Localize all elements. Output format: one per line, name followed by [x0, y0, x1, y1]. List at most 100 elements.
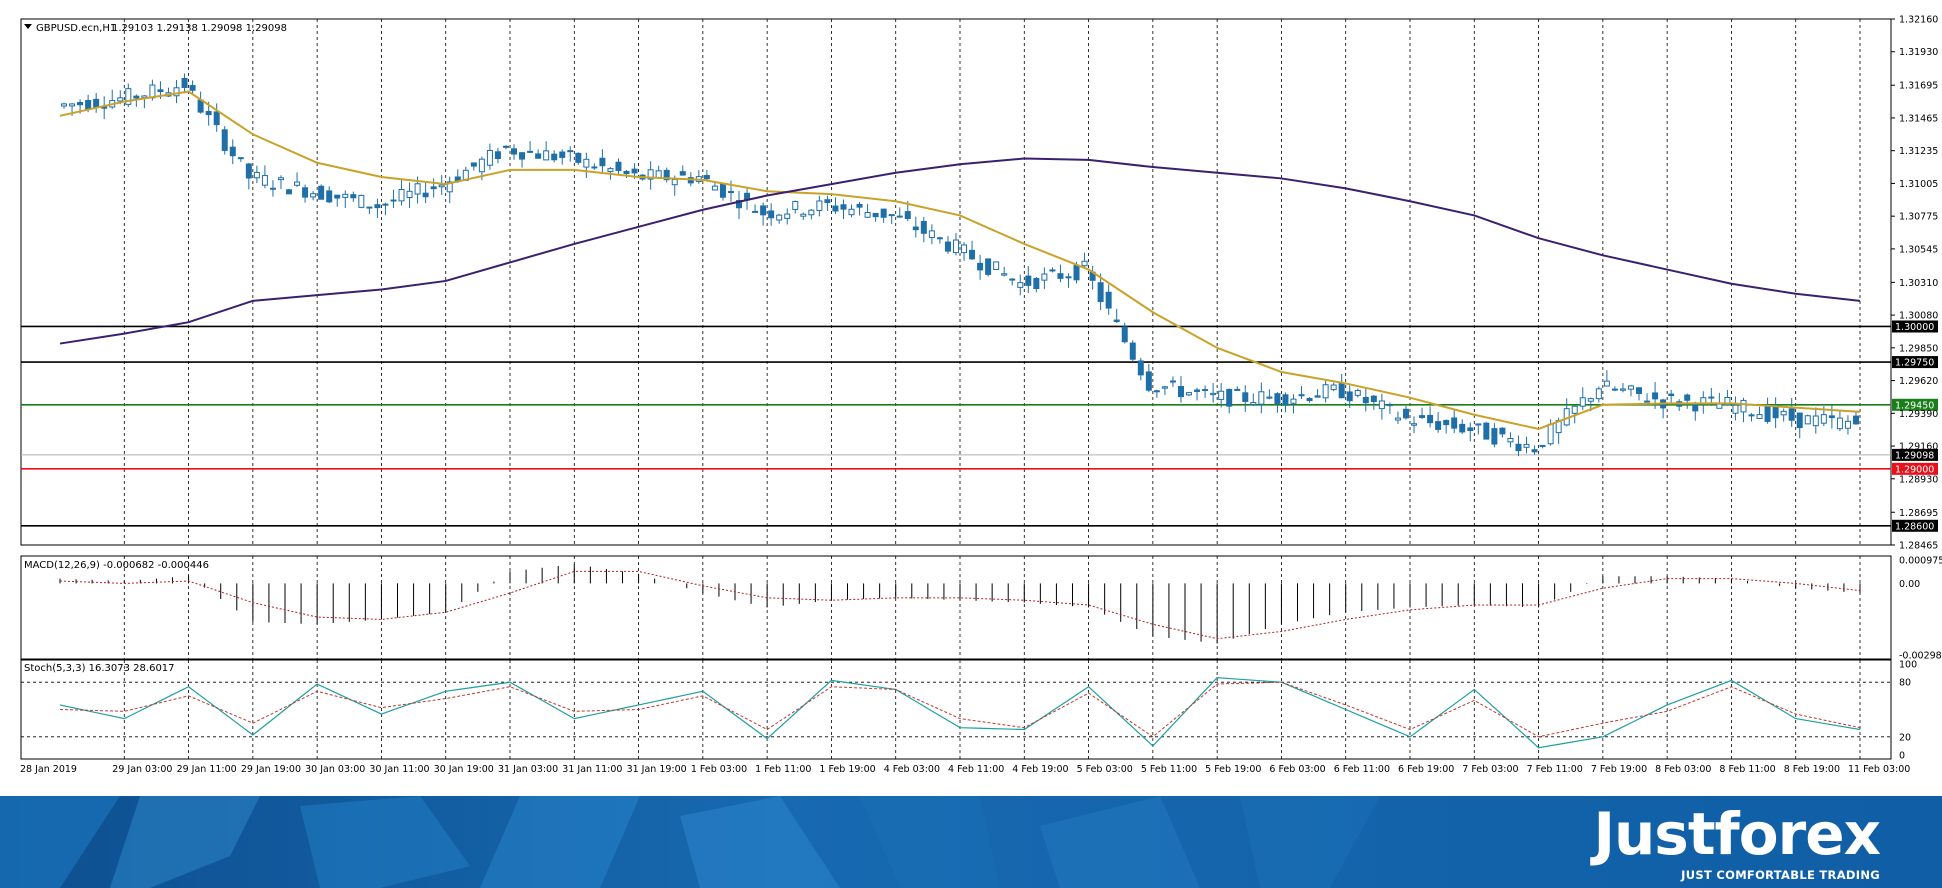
candle-body: [591, 166, 598, 169]
candle-body: [342, 193, 349, 198]
candle-body: [1499, 427, 1506, 435]
candle-body: [1194, 389, 1201, 392]
candle-body: [1298, 394, 1305, 397]
candle-body: [599, 157, 606, 167]
stoch-panel: [20, 659, 1892, 760]
candle-body: [808, 209, 815, 216]
candle-body: [1057, 273, 1064, 279]
level-tag-label: 1.29098: [1895, 450, 1934, 461]
candle-body: [1732, 404, 1739, 414]
candle-body: [1001, 273, 1008, 276]
stoch-tick-label: 100: [1899, 660, 1917, 671]
candle-body: [1402, 408, 1409, 419]
level-tag-label: 1.30000: [1895, 322, 1934, 333]
candle-body: [205, 111, 212, 116]
candle-body: [1435, 421, 1442, 430]
dropdown-triangle-icon[interactable]: [24, 24, 32, 29]
candle-body: [1579, 397, 1586, 407]
candle-body: [1836, 417, 1843, 430]
candle-body: [1113, 319, 1120, 323]
time-tick-label: 4 Feb 19:00: [1012, 764, 1068, 775]
candle-body: [261, 175, 268, 186]
candle-body: [350, 194, 357, 199]
level-tag: [1892, 448, 1938, 461]
time-tick-label: 30 Jan 19:00: [434, 764, 494, 775]
candle-body: [245, 163, 252, 179]
time-tick-label: 5 Feb 19:00: [1205, 764, 1261, 775]
candle-body: [1073, 264, 1080, 281]
candle-body: [888, 214, 895, 217]
candle-body: [1370, 395, 1377, 402]
candle-body: [527, 150, 534, 153]
candle-body: [237, 157, 244, 160]
candle-body: [1330, 384, 1337, 391]
candle-body: [1210, 392, 1217, 396]
candle-body: [872, 212, 879, 218]
candle-body: [711, 185, 718, 191]
candle-body: [1700, 397, 1707, 404]
candle-body: [671, 179, 678, 186]
candle-body: [1306, 398, 1313, 402]
candle-body: [1314, 395, 1321, 398]
candle-body: [286, 189, 293, 195]
candle-body: [1652, 392, 1659, 400]
time-tick-label: 8 Feb 03:00: [1655, 764, 1711, 775]
candle-body: [430, 186, 437, 190]
macd-indicator: [59, 564, 1861, 644]
brand-tagline: JUST COMFORTABLE TRADING: [1681, 868, 1880, 882]
candle-body: [1234, 388, 1241, 391]
candle-body: [559, 151, 566, 158]
candle-body: [406, 190, 413, 199]
level-tag: [1892, 519, 1938, 532]
candle-body: [703, 175, 710, 180]
candle-body: [1250, 402, 1257, 406]
candle-body: [1362, 396, 1369, 404]
candle-body: [1354, 389, 1361, 396]
stoch-main-line: [59, 677, 1861, 749]
price-panel: [20, 18, 1892, 546]
candle-body: [511, 148, 518, 155]
candle-body: [1547, 423, 1554, 445]
candle-body: [189, 85, 196, 91]
candle-body: [1427, 414, 1434, 424]
candle-body: [1692, 404, 1699, 412]
candle-body: [1105, 291, 1112, 309]
time-tick-label: 4 Feb 03:00: [884, 764, 940, 775]
candle-body: [1282, 394, 1289, 406]
candle-body: [478, 158, 485, 173]
candle-body: [1186, 392, 1193, 396]
time-tick-label: 31 Jan 19:00: [627, 764, 687, 775]
candle-body: [760, 205, 767, 216]
candle-body: [727, 191, 734, 194]
candle-body: [1378, 400, 1385, 410]
candle-body: [792, 200, 799, 210]
price-tick-label: 1.29390: [1899, 409, 1938, 420]
time-tick-label: 29 Jan 11:00: [177, 764, 237, 775]
candle-body: [422, 192, 429, 198]
candle-body: [334, 194, 341, 199]
candle-body: [366, 206, 373, 209]
candle-body: [1025, 275, 1032, 286]
time-tick-label: 31 Jan 03:00: [498, 764, 558, 775]
candle-body: [1017, 282, 1024, 288]
candle-body: [1169, 380, 1176, 383]
axis-labels: 28 Jan 2019 29 Jan 03:00 29 Jan 11:00 29 Ja…: [20, 15, 1942, 776]
stoch-tick-label: 20: [1899, 732, 1911, 743]
banner-pattern: [0, 796, 1380, 888]
candle-body: [181, 77, 188, 88]
candle-body: [1804, 415, 1811, 425]
price-tick-label: 1.28695: [1899, 508, 1938, 519]
candle-body: [1740, 399, 1747, 413]
candle-body: [398, 188, 405, 202]
stochastic-indicator: [21, 677, 1891, 749]
candle-body: [1161, 386, 1168, 389]
time-tick-label: 28 Jan 2019: [20, 764, 77, 775]
candle-body: [390, 199, 397, 202]
candle-body: [1603, 380, 1610, 387]
time-tick-label: 8 Feb 11:00: [1719, 764, 1775, 775]
candle-body: [494, 151, 501, 159]
candle-body: [1684, 394, 1691, 401]
time-tick-label: 8 Feb 19:00: [1784, 764, 1840, 775]
candle-body: [374, 204, 381, 209]
candle-body: [1539, 444, 1546, 447]
